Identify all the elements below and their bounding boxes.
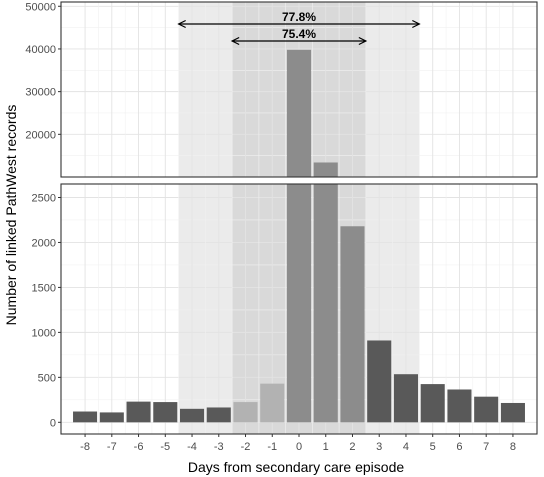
range-label-1: 77.8% [282, 10, 316, 24]
bar-day-6-lower [447, 389, 472, 423]
bar-day--7-lower [99, 412, 124, 423]
x-tick-label: -8 [80, 441, 90, 453]
bar-day--3-lower [206, 407, 231, 423]
bar-day--6-lower [126, 401, 151, 423]
lower-plot-area [61, 184, 537, 434]
lower-panel: 0 500 1000 1500 2000 2500 [32, 183, 538, 435]
bar-day-3-lower [367, 340, 392, 423]
upper-y-tick-label: 50000 [25, 1, 56, 13]
bar-day-4-lower [393, 374, 418, 423]
range-label-2: 75.4% [282, 27, 316, 41]
x-tick-label: -1 [267, 441, 277, 453]
bar-day-1-lower [313, 184, 338, 423]
bar-day--1-lower [260, 383, 285, 423]
x-tick-label: 7 [483, 441, 489, 453]
bar-day-7-lower [474, 396, 499, 423]
upper-y-tick-label: 20000 [25, 129, 56, 141]
x-tick-label: 2 [349, 441, 355, 453]
x-axis: -8 -7 -6 -5 -4 -3 -2 -1 0 1 2 3 4 5 6 7 8 [80, 434, 516, 453]
x-tick-label: -4 [187, 441, 197, 453]
x-tick-label: 4 [403, 441, 409, 453]
upper-panel: 20000 30000 40000 50000 77.8% 75.4% [25, 1, 538, 178]
x-tick-label: -7 [107, 441, 117, 453]
lower-y-tick-label: 500 [38, 372, 56, 384]
bar-day--2-lower [233, 402, 258, 423]
upper-y-tick-label: 30000 [25, 87, 56, 99]
bar-day-5-lower [420, 384, 445, 423]
lower-y-tick-label: 2500 [32, 192, 56, 204]
lower-y-tick-label: 0 [50, 417, 56, 429]
bar-day-8-lower [500, 402, 525, 423]
bar-day-0-upper [286, 49, 312, 177]
x-tick-label: -3 [214, 441, 224, 453]
range-arrowhead-right-1 [412, 19, 421, 29]
bar-day-0-lower [286, 184, 312, 423]
range-arrowhead-left-1 [177, 19, 186, 29]
bar-day--4-lower [180, 408, 205, 423]
x-axis-title: Days from secondary care episode [188, 459, 405, 475]
bar-day--5-lower [153, 402, 178, 423]
bar-day-2-lower [340, 226, 365, 423]
x-tick-label: 3 [376, 441, 382, 453]
x-tick-label: 8 [510, 441, 516, 453]
upper-plot-area [61, 2, 537, 177]
range-arrowhead-right-2 [358, 36, 368, 46]
x-tick-label: 6 [456, 441, 462, 453]
x-tick-label: 1 [323, 441, 329, 453]
x-tick-label: 5 [430, 441, 436, 453]
lower-y-tick-label: 1000 [32, 327, 56, 339]
x-tick-label: -2 [241, 441, 251, 453]
x-tick-label: 0 [296, 441, 302, 453]
x-tick-label: -5 [160, 441, 170, 453]
x-tick-label: -6 [134, 441, 144, 453]
bar-day--8-lower [73, 411, 98, 423]
y-axis-title: Number of linked PathWest records [3, 105, 19, 326]
lower-y-tick-label: 2000 [32, 237, 56, 249]
range-arrowhead-left-2 [230, 36, 240, 46]
lower-y-tick-label: 1500 [32, 282, 56, 294]
upper-y-tick-label: 40000 [25, 44, 56, 56]
range-annotations: 77.8% 75.4% [177, 10, 421, 46]
upper-panel-border [60, 1, 538, 178]
bar-day-1-upper [313, 162, 338, 177]
